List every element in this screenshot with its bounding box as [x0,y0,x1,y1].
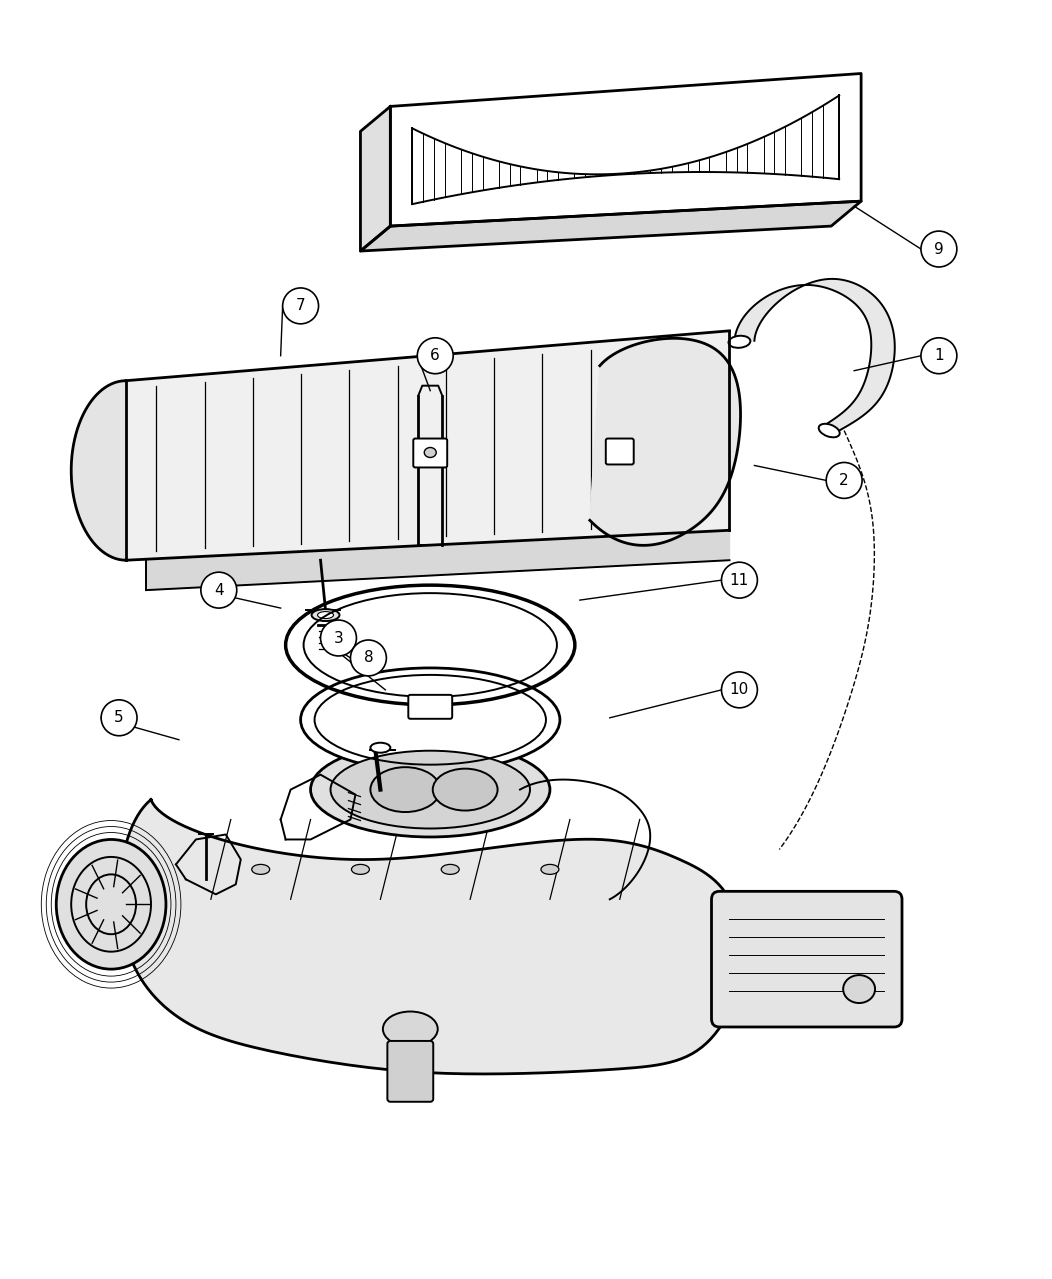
Circle shape [350,640,386,675]
Ellipse shape [541,865,559,875]
Circle shape [920,338,957,373]
Ellipse shape [432,769,498,811]
Ellipse shape [728,336,750,348]
Text: 5: 5 [115,710,124,725]
Polygon shape [390,73,862,226]
Polygon shape [734,279,895,431]
Polygon shape [126,331,729,560]
FancyBboxPatch shape [711,891,902,1027]
Circle shape [201,572,237,608]
Polygon shape [361,106,390,251]
Ellipse shape [441,865,459,875]
Text: 10: 10 [730,683,749,697]
Circle shape [920,231,957,267]
Polygon shape [72,381,126,560]
Ellipse shape [301,668,560,771]
FancyBboxPatch shape [408,694,452,719]
Circle shape [826,463,862,499]
Ellipse shape [311,609,340,622]
Polygon shape [120,799,742,1074]
FancyBboxPatch shape [413,439,447,467]
Text: 1: 1 [934,348,944,363]
Text: 6: 6 [430,348,440,363]
Ellipse shape [383,1012,438,1046]
Text: 3: 3 [333,631,343,646]
Text: 4: 4 [214,583,224,597]
Ellipse shape [370,743,390,753]
Ellipse shape [424,448,437,458]
Ellipse shape [251,865,269,875]
Text: 11: 11 [730,573,749,587]
Text: 7: 7 [296,298,305,313]
Ellipse shape [351,865,369,875]
Ellipse shape [818,423,839,437]
Circle shape [722,671,757,707]
Circle shape [101,700,137,735]
Ellipse shape [318,611,333,619]
Ellipse shape [370,767,440,812]
Circle shape [418,338,453,373]
Ellipse shape [56,839,166,969]
Ellipse shape [330,751,530,829]
Polygon shape [361,201,862,251]
Circle shape [722,563,757,599]
Polygon shape [590,339,741,545]
Ellipse shape [843,975,875,1003]
Circle shape [321,620,357,656]
Text: 9: 9 [934,242,944,257]
Ellipse shape [310,742,550,836]
Polygon shape [126,531,729,590]
FancyBboxPatch shape [606,439,633,464]
Text: 8: 8 [364,651,373,665]
FancyBboxPatch shape [387,1041,433,1101]
Text: 2: 2 [839,473,849,487]
Circle shape [283,288,319,324]
